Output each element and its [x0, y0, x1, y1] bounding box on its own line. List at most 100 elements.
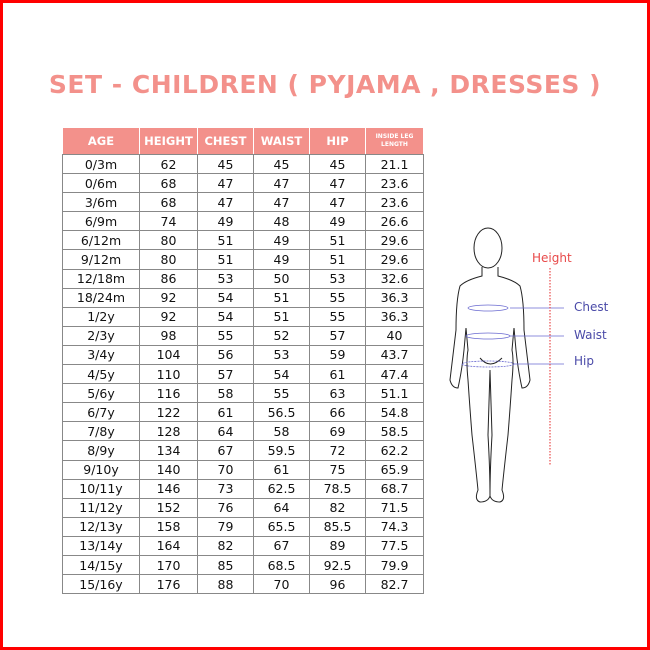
table-cell: 164 — [139, 535, 198, 556]
table-cell: 146 — [139, 478, 198, 499]
table-cell: 47.4 — [365, 364, 424, 385]
table-cell: 55 — [197, 325, 254, 346]
table-cell: 72 — [309, 440, 366, 461]
table-cell: 58 — [197, 383, 254, 404]
table-cell: 96 — [309, 574, 366, 595]
table-cell: 4/5y — [62, 364, 140, 385]
table-cell: 3/6m — [62, 192, 140, 213]
table-cell: 75 — [309, 459, 366, 480]
table-cell: 62 — [139, 153, 198, 175]
table-cell: 66 — [309, 402, 366, 423]
table-row: 10/11y 146 73 62.5 78.5 68.7 — [62, 478, 424, 499]
table-cell: 134 — [139, 440, 198, 461]
table-cell: 82 — [197, 535, 254, 556]
table-row: 7/8y 128 64 58 69 58.5 — [62, 421, 424, 442]
table-cell: 2/3y — [62, 325, 140, 346]
table-cell: 73 — [197, 478, 254, 499]
table-cell: 122 — [139, 402, 198, 423]
table-cell: 54.8 — [365, 402, 424, 423]
table-row: 11/12y 152 76 64 82 71.5 — [62, 497, 424, 518]
table-cell: 45 — [309, 153, 366, 175]
waist-label: Waist — [574, 328, 607, 342]
table-cell: 64 — [253, 497, 310, 518]
table-cell: 85.5 — [309, 516, 366, 537]
table-cell: 57 — [197, 364, 254, 385]
table-row: 3/6m 68 47 47 47 23.6 — [62, 192, 424, 213]
table-cell: 51 — [197, 230, 254, 251]
table-cell: 92 — [139, 287, 198, 308]
body-measurement-figure: Height Chest Waist Hip — [440, 220, 620, 510]
hip-label: Hip — [574, 354, 594, 368]
table-cell: 67 — [253, 535, 310, 556]
table-cell: 67 — [197, 440, 254, 461]
table-cell: 65.9 — [365, 459, 424, 480]
table-cell: 55 — [309, 306, 366, 327]
table-cell: 92.5 — [309, 554, 366, 576]
table-cell: 61 — [309, 364, 366, 385]
table-cell: 23.6 — [365, 173, 424, 194]
table-row: 9/10y 140 70 61 75 65.9 — [62, 459, 424, 480]
table-cell: 58.5 — [365, 421, 424, 442]
table-cell: 51 — [253, 287, 310, 308]
table-cell: 79.9 — [365, 554, 424, 576]
table-cell: 85 — [197, 554, 254, 576]
table-cell: 49 — [197, 211, 254, 232]
table-cell: 13/14y — [62, 535, 140, 556]
table-cell: 56 — [197, 344, 254, 366]
table-cell: 10/11y — [62, 478, 140, 499]
table-row: 9/12m 80 51 49 51 29.6 — [62, 249, 424, 270]
table-cell: 70 — [197, 459, 254, 480]
table-cell: 61 — [253, 459, 310, 480]
size-chart-table: AGE HEIGHT CHEST WAIST HIP INSIDE LEG LENGTH … — [62, 127, 424, 595]
table-cell: 51 — [197, 249, 254, 270]
table-row: 6/9m 74 49 48 49 26.6 — [62, 211, 424, 232]
table-row: 6/7y 122 61 56.5 66 54.8 — [62, 402, 424, 423]
table-row: 0/3m 62 45 45 45 21.1 — [62, 153, 424, 175]
child-silhouette-icon — [449, 227, 564, 503]
table-row: 15/16y 176 88 70 96 82.7 — [62, 574, 424, 595]
table-cell: 68.5 — [253, 554, 310, 576]
table-cell: 68 — [139, 192, 198, 213]
table-cell: 53 — [253, 344, 310, 366]
table-row: 18/24m 92 54 51 55 36.3 — [62, 287, 424, 308]
table-cell: 49 — [309, 211, 366, 232]
table-row: 12/18m 86 53 50 53 32.6 — [62, 268, 424, 289]
table-cell: 65.5 — [253, 516, 310, 537]
table-cell: 176 — [139, 574, 198, 595]
table-cell: 21.1 — [365, 153, 424, 175]
table-cell: 26.6 — [365, 211, 424, 232]
table-cell: 1/2y — [62, 306, 140, 327]
table-cell: 49 — [253, 230, 310, 251]
table-cell: 77.5 — [365, 535, 424, 556]
table-cell: 70 — [253, 574, 310, 595]
table-cell: 29.6 — [365, 230, 424, 251]
table-cell: 12/13y — [62, 516, 140, 537]
table-cell: 110 — [139, 364, 198, 385]
table-cell: 6/12m — [62, 230, 140, 251]
table-row: 14/15y 170 85 68.5 92.5 79.9 — [62, 554, 424, 576]
column-header: AGE — [62, 127, 140, 155]
column-header: HEIGHT — [139, 127, 198, 155]
table-cell: 49 — [253, 249, 310, 270]
table-cell: 45 — [197, 153, 254, 175]
table-cell: 61 — [197, 402, 254, 423]
table-cell: 74.3 — [365, 516, 424, 537]
table-cell: 47 — [309, 192, 366, 213]
table-cell: 18/24m — [62, 287, 140, 308]
table-cell: 7/8y — [62, 421, 140, 442]
table-cell: 158 — [139, 516, 198, 537]
table-cell: 51 — [253, 306, 310, 327]
table-cell: 80 — [139, 249, 198, 270]
table-cell: 47 — [309, 173, 366, 194]
table-row: 1/2y 92 54 51 55 36.3 — [62, 306, 424, 327]
table-cell: 54 — [197, 287, 254, 308]
table-cell: 78.5 — [309, 478, 366, 499]
table-cell: 63 — [309, 383, 366, 404]
table-header-row: AGE HEIGHT CHEST WAIST HIP INSIDE LEG LENGTH — [62, 127, 424, 155]
table-cell: 52 — [253, 325, 310, 346]
column-header: INSIDE LEG LENGTH — [365, 127, 424, 155]
table-cell: 71.5 — [365, 497, 424, 518]
table-cell: 47 — [197, 173, 254, 194]
table-cell: 58 — [253, 421, 310, 442]
